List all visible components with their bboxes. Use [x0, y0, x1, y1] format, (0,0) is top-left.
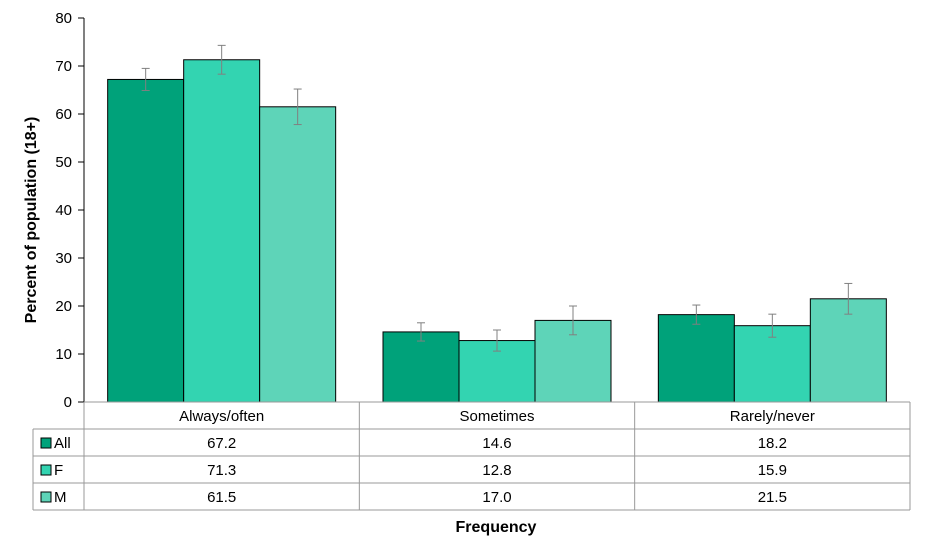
- legend-swatch: [40, 491, 52, 503]
- table-cell-value: 21.5: [758, 489, 787, 506]
- y-tick-label: 60: [55, 106, 72, 123]
- table-cell-value: 12.8: [482, 462, 511, 479]
- bar: [382, 331, 460, 403]
- data-table: Always/often Sometimes Rarely/never All 67.2…: [32, 401, 911, 511]
- table-cell-value: 67.2: [207, 435, 236, 452]
- y-tick-label: 70: [55, 58, 72, 75]
- y-tick-label: 40: [55, 202, 72, 219]
- bar: [183, 59, 261, 403]
- y-tick-label: 20: [55, 298, 72, 315]
- table-cell-value: 71.3: [207, 462, 236, 479]
- legend-label: M: [54, 489, 67, 506]
- legend-label: All: [54, 435, 71, 452]
- y-tick-label: 80: [55, 10, 72, 27]
- legend-swatch: [40, 464, 52, 476]
- error-bars-layer: [141, 44, 853, 352]
- bar: [733, 325, 811, 403]
- x-axis-title: Frequency: [456, 519, 537, 536]
- table-cell-value: 61.5: [207, 489, 236, 506]
- x-category-label: Sometimes: [459, 408, 534, 425]
- y-tick-label: 10: [55, 346, 72, 363]
- x-category-label: Rarely/never: [730, 408, 815, 425]
- table-cell-value: 18.2: [758, 435, 787, 452]
- table-cell-value: 17.0: [482, 489, 511, 506]
- y-tick-label: 50: [55, 154, 72, 171]
- y-tick-label: 0: [64, 394, 72, 411]
- bar: [259, 106, 337, 403]
- legend-label: F: [54, 462, 63, 479]
- axes-layer: 0 10 20 30 40 50 60 70 80: [55, 10, 85, 411]
- bar: [107, 78, 185, 403]
- table-cell-value: 14.6: [482, 435, 511, 452]
- bar: [657, 314, 735, 403]
- y-tick-label: 30: [55, 250, 72, 267]
- x-category-label: Always/often: [179, 408, 264, 425]
- legend-swatch: [40, 437, 52, 449]
- table-cell-value: 15.9: [758, 462, 787, 479]
- y-axis-title: Percent of population (18+): [23, 117, 40, 324]
